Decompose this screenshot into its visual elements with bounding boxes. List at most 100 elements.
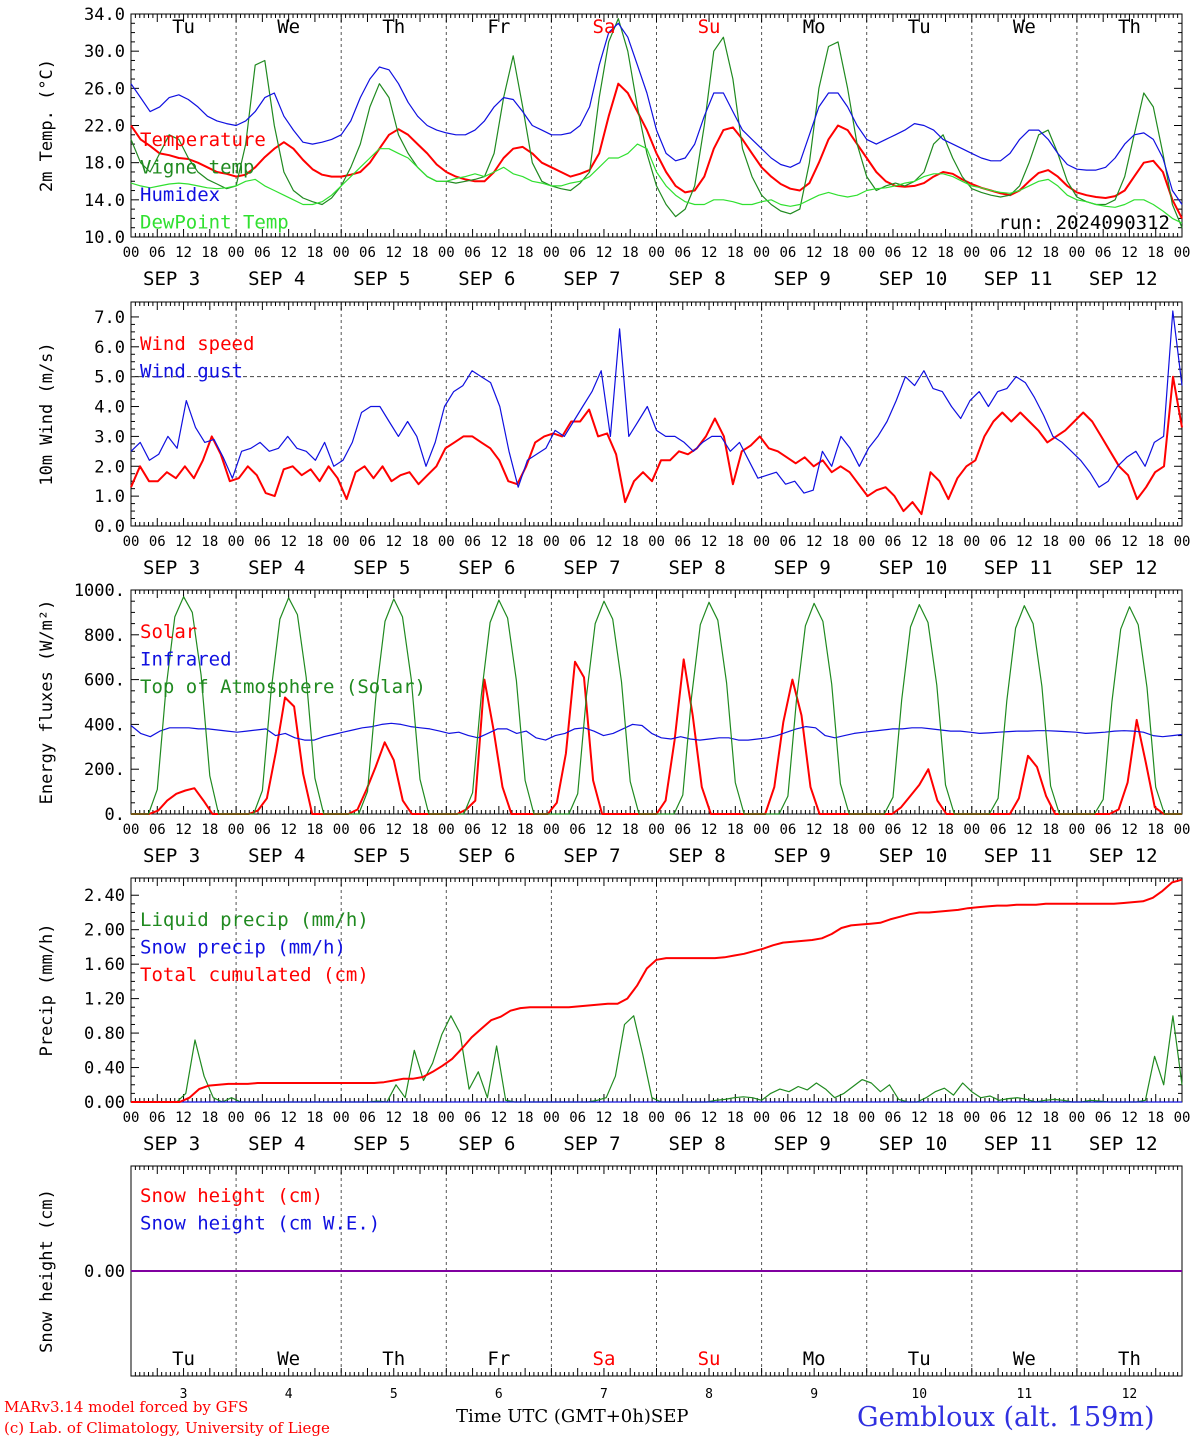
legend-entry: Humidex	[140, 184, 220, 206]
hour-label: 18	[517, 534, 534, 550]
date-label: SEP 3	[143, 557, 200, 579]
hour-label: 00	[438, 822, 455, 838]
hour-label: 00	[333, 245, 350, 261]
y-axis-title: Snow height (cm)	[37, 1189, 57, 1353]
legend-entry: Wind gust	[140, 361, 243, 383]
hour-label: 00	[438, 245, 455, 261]
hour-label: 12	[701, 245, 718, 261]
hour-label: 12	[1121, 822, 1138, 838]
hour-label: 18	[622, 534, 639, 550]
hour-label: 12	[385, 245, 402, 261]
hour-label: 18	[412, 245, 429, 261]
run-label: run: 2024090312	[998, 212, 1170, 234]
hour-label: 06	[464, 822, 481, 838]
y-tick-label: 1.60	[84, 955, 125, 975]
y-tick-label: 18.0	[84, 154, 125, 174]
date-label: SEP 3	[143, 845, 200, 867]
y-axis-title: 10m Wind (m/s)	[37, 342, 57, 485]
hour-label: 18	[832, 822, 849, 838]
hour-label: 00	[228, 822, 245, 838]
hour-label: 12	[490, 534, 507, 550]
hour-label: 06	[885, 1110, 902, 1126]
hour-label: 12	[1121, 245, 1138, 261]
hour-label: 18	[622, 1110, 639, 1126]
y-tick-label: 1.0	[94, 487, 125, 507]
hour-label: 18	[306, 822, 323, 838]
hour-label: 06	[464, 245, 481, 261]
y-tick-label: 0.80	[84, 1024, 125, 1044]
series-line	[131, 596, 1182, 815]
date-label: SEP 5	[353, 1133, 410, 1155]
date-label: SEP 10	[879, 1133, 948, 1155]
y-tick-label: 7.0	[94, 308, 125, 328]
hour-label: 18	[727, 1110, 744, 1126]
date-label: SEP 11	[984, 1133, 1053, 1155]
hour-label: 18	[1042, 1110, 1059, 1126]
hour-label: 00	[1068, 245, 1085, 261]
legend-entry: Infrared	[140, 649, 232, 671]
hour-label: 18	[1042, 534, 1059, 550]
date-label: SEP 7	[563, 557, 620, 579]
legend-entry: Wind speed	[140, 333, 254, 355]
month-axis-text: SEP	[650, 1406, 689, 1427]
hour-label: 06	[254, 822, 271, 838]
date-label: SEP 4	[248, 845, 305, 867]
hour-label: 12	[175, 245, 192, 261]
hour-label: 00	[648, 822, 665, 838]
y-tick-label: 1000.	[74, 581, 125, 601]
date-label: SEP 5	[353, 557, 410, 579]
hour-label: 12	[1016, 1110, 1033, 1126]
legend-entry: Solar	[140, 621, 197, 643]
day-label-bottom: Sa	[593, 1348, 616, 1370]
hour-label: 00	[123, 245, 140, 261]
hour-label: 12	[385, 822, 402, 838]
hour-label: 12	[1121, 1110, 1138, 1126]
hour-label: 06	[569, 245, 586, 261]
hour-label: 12	[385, 1110, 402, 1126]
hour-label: 18	[832, 534, 849, 550]
hour-label: 06	[149, 1110, 166, 1126]
day-number-label: 9	[810, 1387, 818, 1402]
hour-label: 06	[885, 245, 902, 261]
date-label: SEP 6	[458, 557, 515, 579]
hour-label: 00	[963, 1110, 980, 1126]
date-label: SEP 6	[458, 1133, 515, 1155]
hour-label: 12	[280, 245, 297, 261]
day-label-bottom: Tu	[908, 1348, 931, 1370]
hour-label: 12	[806, 822, 823, 838]
hour-label: 18	[937, 245, 954, 261]
hour-label: 18	[622, 822, 639, 838]
hour-label: 12	[911, 1110, 928, 1126]
y-tick-label: 34.0	[84, 5, 125, 25]
day-label-bottom: Fr	[487, 1348, 510, 1370]
legend-entry: Liquid precip (mm/h)	[140, 909, 369, 931]
legend-entry: Vigne temp	[140, 157, 254, 179]
hour-label: 18	[622, 245, 639, 261]
hour-label: 06	[779, 1110, 796, 1126]
hour-label: 18	[306, 245, 323, 261]
hour-label: 18	[1042, 822, 1059, 838]
date-label: SEP 7	[563, 1133, 620, 1155]
hour-label: 12	[806, 534, 823, 550]
hour-label: 18	[201, 1110, 218, 1126]
time-axis-label: Time UTC (GMT+0h)SEP	[456, 1406, 688, 1427]
day-number-label: 4	[285, 1387, 293, 1402]
hour-label: 00	[963, 822, 980, 838]
hour-label: 00	[1068, 1110, 1085, 1126]
hour-label: 18	[201, 822, 218, 838]
day-number-label: 3	[180, 1387, 188, 1402]
date-label: SEP 7	[563, 845, 620, 867]
date-label: SEP 9	[774, 557, 831, 579]
day-number-label: 5	[390, 1387, 398, 1402]
hour-label: 12	[911, 245, 928, 261]
date-label: SEP 6	[458, 268, 515, 290]
legend-entry: Total cumulated (cm)	[140, 964, 369, 986]
date-label: SEP 8	[669, 845, 726, 867]
panel-5: 0.00 Snow height (cm) Snow height (cm) Snow…	[37, 1165, 1183, 1377]
day-label-top: Th	[382, 16, 405, 38]
hour-label: 06	[359, 245, 376, 261]
series-line	[130, 18, 1183, 228]
day-label-bottom: Su	[698, 1348, 721, 1370]
hour-label: 00	[543, 245, 560, 261]
hour-label: 18	[1042, 245, 1059, 261]
